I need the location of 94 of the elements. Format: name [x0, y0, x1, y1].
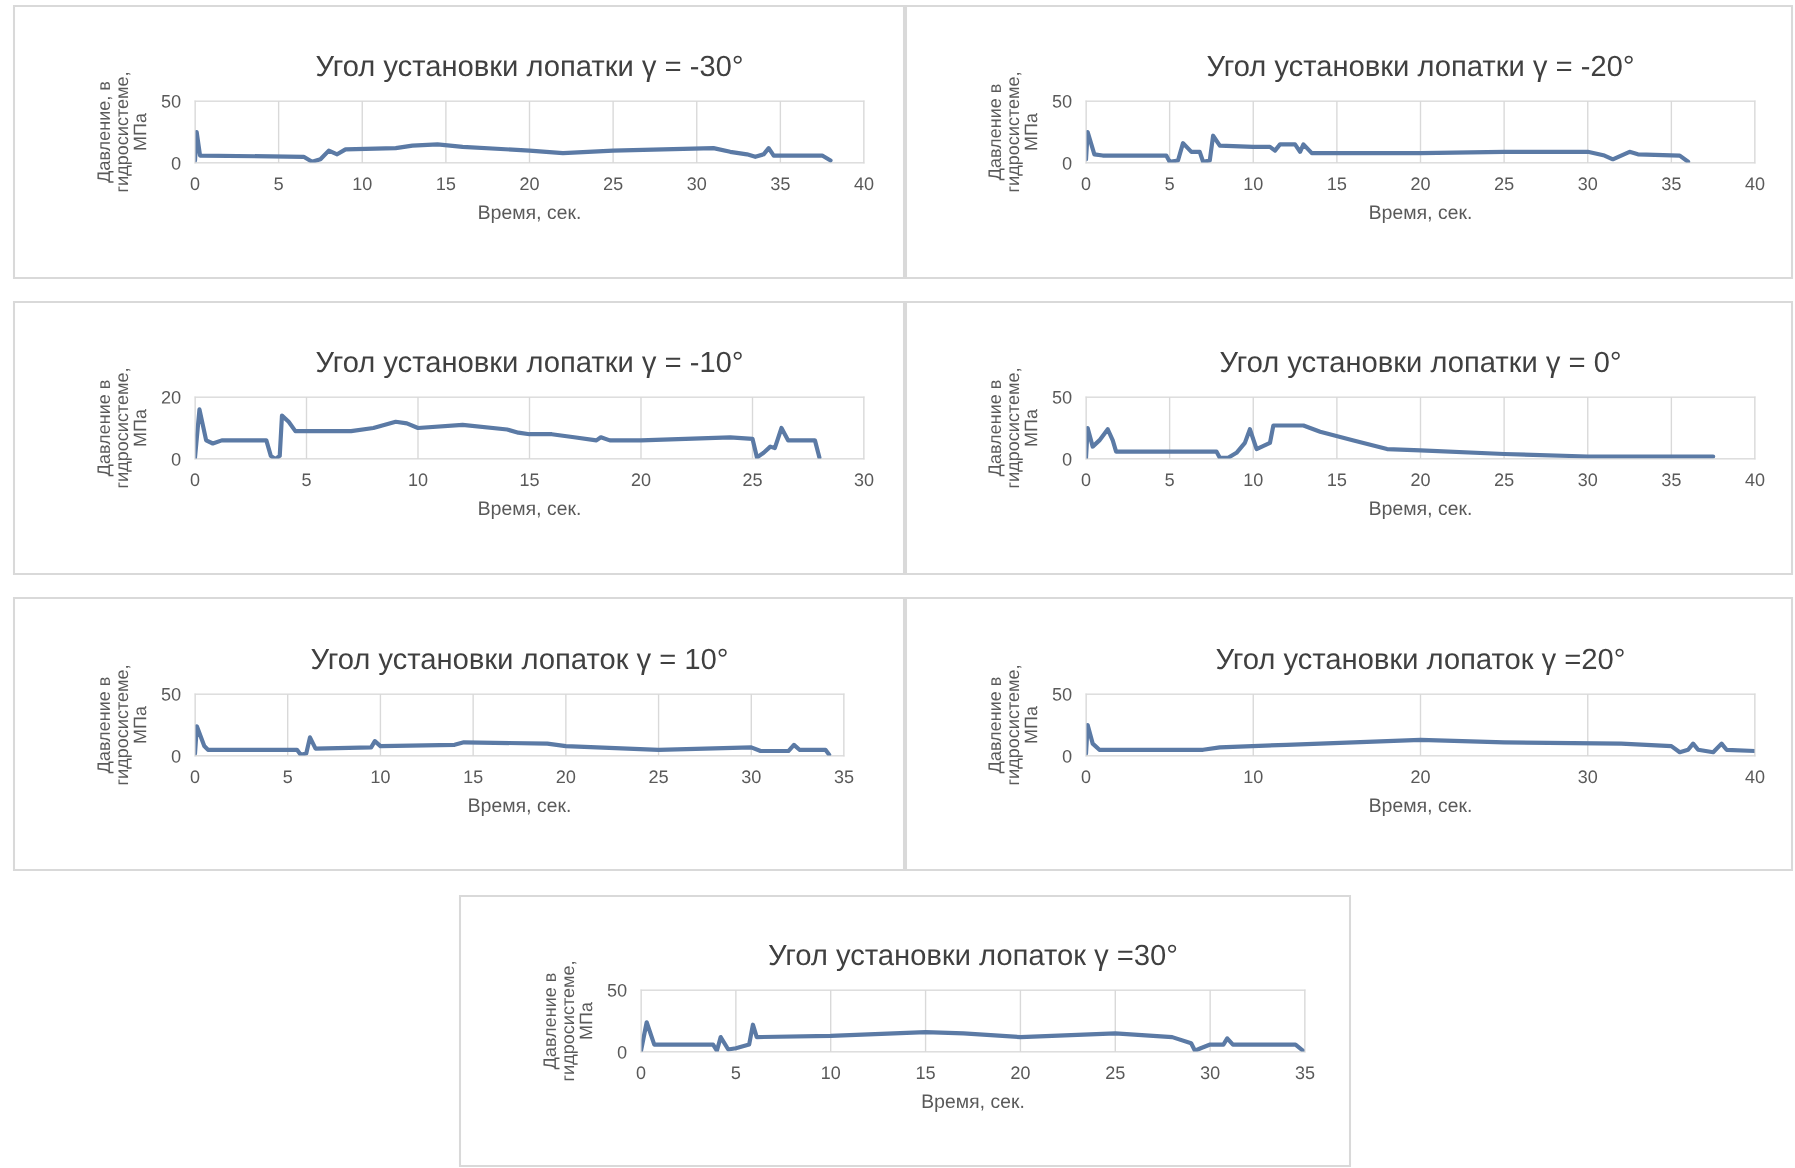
- line-series: [195, 724, 832, 756]
- x-tick-label: 15: [464, 770, 483, 784]
- x-tick-label: 20: [631, 473, 651, 487]
- x-axis-title: Время, сек.: [1370, 501, 1471, 519]
- x-axis-title: Время, сек.: [1370, 205, 1471, 223]
- x-tick-label: 35: [1662, 177, 1681, 191]
- x-tick-label: 5: [283, 770, 292, 784]
- x-tick-label: 0: [1081, 473, 1091, 487]
- x-tick-label: 20: [556, 770, 576, 784]
- chart-title: Угол установки лопатки γ = -10°: [316, 351, 742, 379]
- x-tick-label: 5: [1165, 473, 1174, 487]
- x-axis-title: Время, сек.: [469, 798, 570, 816]
- x-tick-label: 15: [1328, 473, 1347, 487]
- x-tick-label: 30: [741, 770, 761, 784]
- y-tick-label: 50: [607, 983, 627, 997]
- x-tick-label: 20: [1411, 177, 1430, 191]
- x-tick-label: 15: [916, 1066, 935, 1080]
- x-axis-title: Время, сек.: [479, 205, 580, 223]
- x-tick-label: 25: [743, 473, 762, 487]
- x-tick-label: 25: [603, 177, 623, 191]
- x-tick-label: 10: [1244, 473, 1263, 487]
- x-tick-label: 5: [302, 473, 311, 487]
- x-axis-title: Время, сек.: [922, 1094, 1024, 1112]
- y-tick-label: 0: [1062, 749, 1072, 763]
- line-series: [195, 129, 833, 163]
- x-tick-label: 10: [371, 770, 390, 784]
- chart-title: Угол установки лопаток γ = 10°: [311, 648, 727, 676]
- y-axis-title: Давление в гидросистеме, МПа: [988, 369, 1038, 488]
- x-tick-label: 35: [771, 177, 790, 191]
- y-tick-label: 0: [171, 749, 181, 763]
- x-tick-label: 15: [437, 177, 456, 191]
- x-axis-title: Время, сек.: [479, 501, 580, 519]
- x-tick-label: 5: [274, 177, 283, 191]
- y-axis-title: Давление в гидросистеме, МПа: [988, 666, 1038, 785]
- x-tick-label: 30: [1578, 177, 1598, 191]
- x-tick-label: 40: [1745, 473, 1765, 487]
- x-tick-label: 0: [190, 770, 200, 784]
- x-tick-label: 0: [1081, 177, 1091, 191]
- chart-title: Угол установки лопаток γ =30°: [768, 944, 1177, 972]
- line-series: [195, 407, 822, 459]
- x-tick-label: 35: [834, 770, 854, 784]
- x-tick-label: 40: [854, 177, 874, 191]
- line-series: [1086, 423, 1716, 459]
- y-axis-title: Давление, в гидросистеме, МПа: [97, 73, 147, 192]
- y-tick-label: 0: [1062, 452, 1072, 466]
- x-tick-label: 20: [1411, 473, 1430, 487]
- x-tick-label: 10: [1244, 770, 1263, 784]
- x-tick-label: 10: [353, 177, 372, 191]
- x-tick-label: 0: [1081, 770, 1091, 784]
- x-tick-label: 20: [520, 177, 539, 191]
- y-axis-title: Давление в гидросистеме, МПа: [97, 369, 147, 488]
- x-tick-label: 30: [1578, 770, 1598, 784]
- x-tick-label: 20: [1011, 1066, 1030, 1080]
- x-tick-label: 15: [1328, 177, 1347, 191]
- x-tick-label: 30: [1200, 1066, 1220, 1080]
- x-tick-label: 5: [1165, 177, 1174, 191]
- x-tick-label: 40: [1745, 177, 1765, 191]
- x-tick-label: 30: [854, 473, 874, 487]
- y-tick-label: 50: [1052, 687, 1072, 701]
- y-axis-title: Давление в гидросистеме, МПа: [988, 73, 1038, 192]
- x-tick-label: 0: [190, 177, 200, 191]
- x-tick-label: 5: [731, 1066, 741, 1080]
- y-tick-label: 20: [161, 390, 181, 404]
- line-series: [1086, 129, 1691, 163]
- x-tick-label: 0: [190, 473, 200, 487]
- y-tick-label: 50: [1052, 94, 1072, 108]
- chart-title: Угол установки лопаток γ =20°: [1216, 648, 1624, 676]
- x-tick-label: 10: [409, 473, 428, 487]
- y-tick-label: 50: [1052, 390, 1072, 404]
- x-tick-label: 30: [687, 177, 707, 191]
- chart-title: Угол установки лопатки γ = -30°: [316, 55, 742, 83]
- x-tick-label: 30: [1578, 473, 1598, 487]
- y-tick-label: 0: [171, 156, 181, 170]
- x-tick-label: 20: [1411, 770, 1430, 784]
- chart-title: Угол установки лопатки γ = -20°: [1207, 55, 1633, 83]
- y-tick-label: 50: [161, 94, 181, 108]
- y-axis-title: Давление в гидросистеме, МПа: [97, 666, 147, 785]
- x-tick-label: 25: [1106, 1066, 1125, 1080]
- x-tick-label: 25: [1494, 177, 1514, 191]
- y-tick-label: 50: [161, 687, 181, 701]
- x-tick-label: 10: [1244, 177, 1263, 191]
- y-axis-title: Давление в гидросистеме, МПа: [543, 962, 593, 1081]
- y-tick-label: 0: [1062, 156, 1072, 170]
- x-tick-label: 35: [1662, 473, 1681, 487]
- x-tick-label: 40: [1745, 770, 1765, 784]
- y-tick-label: 0: [171, 452, 181, 466]
- x-tick-label: 35: [1295, 1066, 1315, 1080]
- x-tick-label: 25: [1494, 473, 1514, 487]
- x-axis-title: Время, сек.: [1370, 798, 1471, 816]
- chart-title: Угол установки лопатки γ = 0°: [1220, 351, 1620, 379]
- x-tick-label: 25: [649, 770, 668, 784]
- x-tick-label: 15: [520, 473, 539, 487]
- x-tick-label: 10: [822, 1066, 841, 1080]
- x-tick-label: 0: [636, 1066, 646, 1080]
